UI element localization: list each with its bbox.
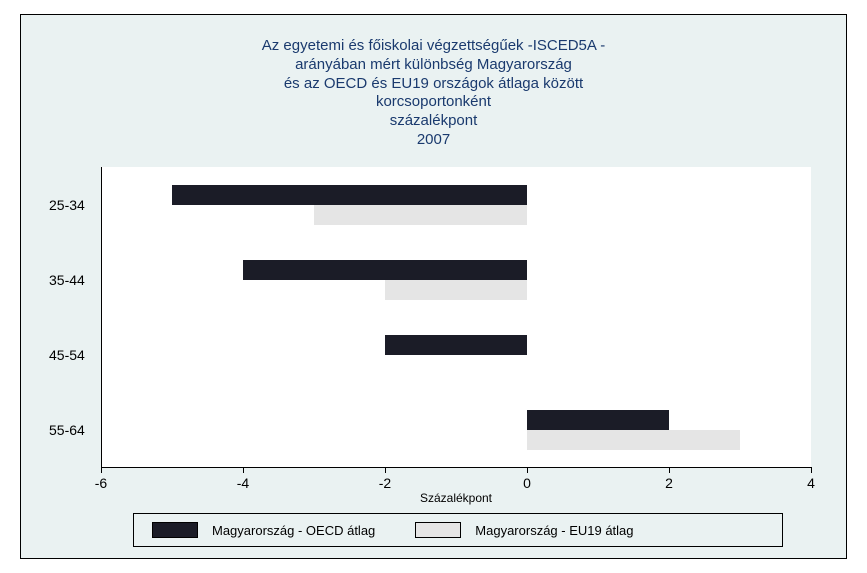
bar-eu19 — [527, 430, 740, 450]
x-tick-label: -6 — [95, 475, 107, 491]
legend-swatch-light — [415, 522, 461, 538]
bar-oecd — [172, 185, 527, 205]
x-tick-label: 0 — [523, 475, 531, 491]
title-line: Az egyetemi és főiskolai végzettségűek -… — [21, 37, 846, 56]
x-tick-label: 4 — [807, 475, 815, 491]
y-tick-label: 35-44 — [49, 272, 85, 288]
x-axis-line — [101, 467, 811, 468]
title-line: 2007 — [21, 131, 846, 150]
y-tick-label: 55-64 — [49, 422, 85, 438]
legend-label: Magyarország - OECD átlag — [212, 523, 375, 538]
legend-swatch-dark — [152, 522, 198, 538]
x-axis-title: Százalékpont — [101, 491, 811, 505]
bar-eu19 — [314, 205, 527, 225]
chart-title: Az egyetemi és főiskolai végzettségűek -… — [21, 37, 846, 150]
title-line: arányában mért különbség Magyarország — [21, 56, 846, 75]
x-tick-label: -2 — [379, 475, 391, 491]
chart-figure: Az egyetemi és főiskolai végzettségűek -… — [20, 14, 847, 559]
x-tick-label: -4 — [237, 475, 249, 491]
plot-area — [101, 167, 811, 467]
bar-oecd — [243, 260, 527, 280]
title-line: és az OECD és EU19 országok átlaga közöt… — [21, 75, 846, 94]
y-tick-label: 25-34 — [49, 197, 85, 213]
title-line: százalékpont — [21, 112, 846, 131]
legend-label: Magyarország - EU19 átlag — [475, 523, 633, 538]
title-line: korcsoportonként — [21, 93, 846, 112]
x-tick — [385, 467, 386, 473]
x-tick — [669, 467, 670, 473]
legend-item-eu19: Magyarország - EU19 átlag — [415, 522, 633, 538]
x-tick — [527, 467, 528, 473]
bar-oecd — [527, 410, 669, 430]
x-tick-label: 2 — [665, 475, 673, 491]
y-tick-label: 45-54 — [49, 347, 85, 363]
x-tick — [101, 467, 102, 473]
x-tick — [243, 467, 244, 473]
bar-eu19 — [385, 280, 527, 300]
legend: Magyarország - OECD átlag Magyarország -… — [133, 513, 783, 547]
y-axis-line — [101, 167, 102, 467]
bar-oecd — [385, 335, 527, 355]
x-tick — [811, 467, 812, 473]
legend-item-oecd: Magyarország - OECD átlag — [152, 522, 375, 538]
